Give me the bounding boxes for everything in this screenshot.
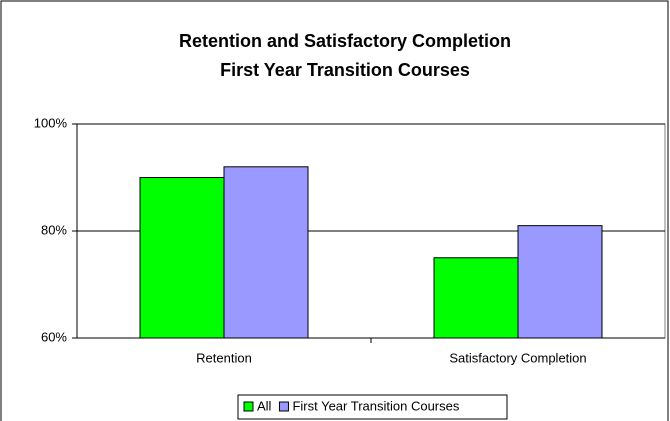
legend-swatch bbox=[278, 401, 289, 412]
legend-label: First Year Transition Courses bbox=[292, 398, 459, 413]
chart-subtitle: First Year Transition Courses bbox=[220, 60, 470, 80]
y-tick-label: 60% bbox=[41, 329, 67, 344]
y-tick-label: 80% bbox=[41, 222, 67, 237]
x-tick-label: Retention bbox=[196, 350, 252, 365]
chart-title: Retention and Satisfactory Completion bbox=[179, 31, 511, 51]
y-tick-label: 100% bbox=[34, 115, 68, 130]
bar bbox=[139, 177, 225, 339]
bar bbox=[517, 225, 603, 339]
legend-label: All bbox=[257, 398, 272, 413]
bar bbox=[223, 166, 309, 339]
x-tick-label: Satisfactory Completion bbox=[449, 350, 586, 365]
legend-swatch bbox=[243, 401, 254, 412]
bar bbox=[433, 257, 519, 339]
